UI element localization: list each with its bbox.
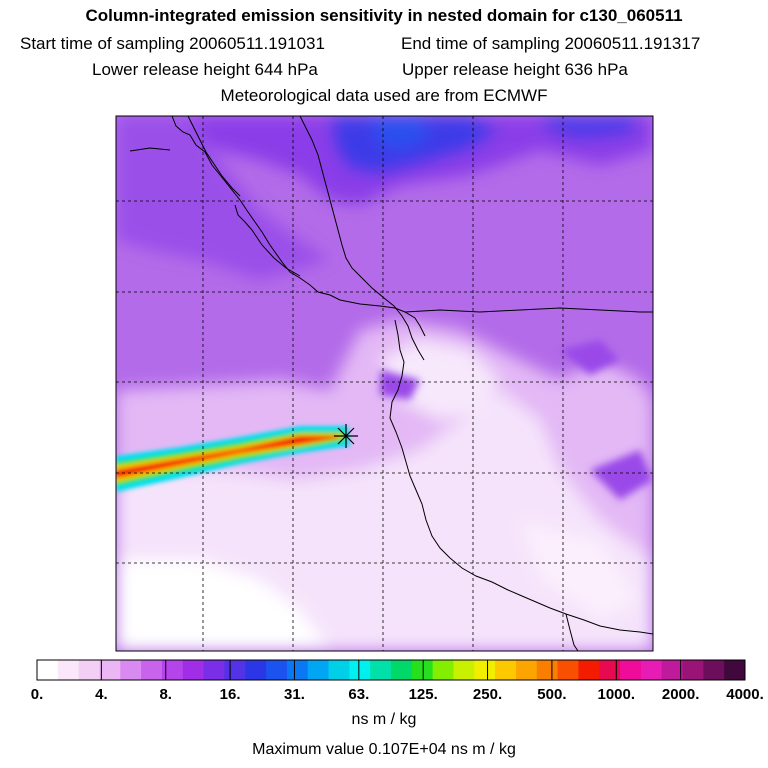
upper-release-height-label: Upper release height 636 hPa: [402, 60, 628, 79]
colorbar-cell: [599, 660, 621, 680]
meteorological-data-label: Meteorological data used are from ECMWF: [220, 86, 548, 105]
colorbar-tick-label: 125.: [408, 686, 438, 703]
colorbar-cell: [286, 660, 309, 680]
colorbar-cell: [120, 660, 142, 680]
colorbar-cell: [245, 660, 267, 680]
colorbar-cell: [515, 660, 538, 680]
colorbar-cell: [661, 660, 684, 680]
colorbar-cell: [474, 660, 496, 680]
grid-lines: [116, 116, 653, 651]
end-time-label: End time of sampling 20060511.191317: [401, 34, 701, 53]
colorbar-tick-label: 63.: [348, 686, 370, 703]
colorbar-cell: [536, 660, 559, 680]
colorbar-cell: [161, 660, 184, 680]
colorbar-tick-label: 4000.: [726, 686, 764, 703]
colorbar-tick-label: 16.: [219, 686, 241, 703]
colorbar-cell: [495, 660, 517, 680]
colorbar-cell: [391, 660, 413, 680]
colorbar-cell: [99, 660, 121, 680]
colorbar-cell: [141, 660, 163, 680]
colorbar-cell: [370, 660, 392, 680]
maximum-value-label: Maximum value 0.107E+04 ns m / kg: [252, 741, 516, 758]
colorbar-tick-label: 250.: [472, 686, 503, 703]
colorbar-cell: [266, 660, 288, 680]
start-time-label: Start time of sampling 20060511.191031: [20, 34, 325, 53]
colorbar-cell: [182, 660, 205, 680]
colorbar-tick-label: 8.: [159, 686, 172, 703]
sensitivity-field: [116, 116, 653, 651]
colorbar-cell: [724, 660, 746, 680]
colorbar-cell: [203, 660, 225, 680]
colorbar-tick-label: 2000.: [661, 686, 700, 703]
colorbar-units: ns m / kg: [351, 711, 417, 728]
asterisk-icon: [334, 424, 358, 448]
map-frame: [115, 115, 654, 652]
colorbar-cell: [328, 660, 350, 680]
coastline: [129, 116, 653, 651]
colorbar-frame: [36, 659, 746, 681]
colorbar-cell: [78, 660, 100, 680]
colorbar-tick-label: 31.: [284, 686, 305, 703]
colorbar-cell: [620, 660, 642, 680]
colorbar-cell: [349, 660, 371, 680]
colorbar-cell: [57, 660, 80, 680]
colorbar-cell: [224, 660, 246, 680]
colorbar-cell: [411, 660, 434, 680]
colorbar-cell: [37, 660, 59, 680]
colorbar-cell: [682, 660, 704, 680]
colorbar-cell: [453, 660, 475, 680]
colorbar-cell: [557, 660, 579, 680]
colorbar-cell: [432, 660, 454, 680]
colorbar-cell: [640, 660, 663, 680]
colorbar: [37, 660, 746, 680]
colorbar-cell: [703, 660, 725, 680]
colorbar-cell: [578, 660, 600, 680]
colorbar-tick-label: 0.: [30, 686, 44, 703]
lower-release-height-label: Lower release height 644 hPa: [92, 60, 318, 79]
colorbar-tick-label: 1000.: [597, 686, 636, 703]
colorbar-tick-label: 500.: [537, 686, 567, 703]
colorbar-tick-label: 4.: [95, 686, 108, 703]
colorbar-cell: [307, 660, 330, 680]
figure-title: Column-integrated emission sensitivity i…: [85, 6, 683, 25]
